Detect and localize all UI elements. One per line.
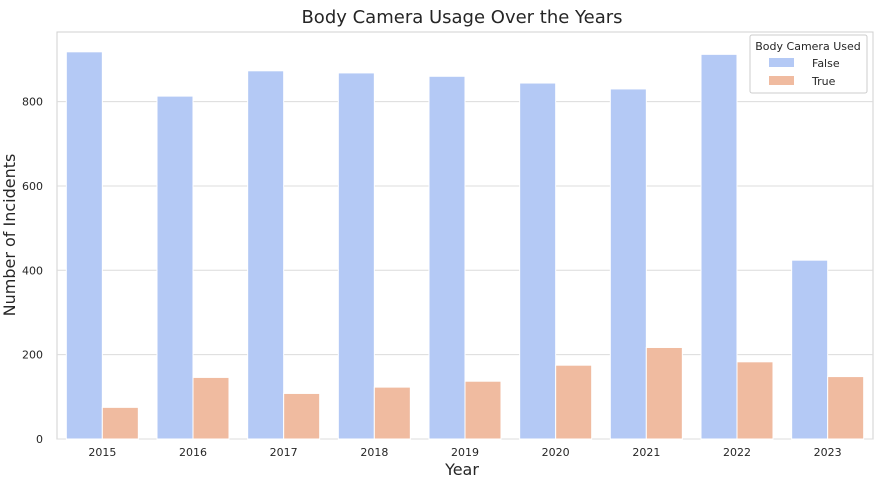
bar-true-2015 xyxy=(101,406,139,440)
y-tick-labels: 0 200 400 600 800 xyxy=(22,96,43,446)
bar-true-2018 xyxy=(373,386,411,440)
y-tick-label: 600 xyxy=(22,180,43,193)
x-tick-label: 2018 xyxy=(360,446,388,459)
x-tick-label: 2022 xyxy=(723,446,751,459)
bar-false-2017 xyxy=(247,70,285,440)
bar-true-2022 xyxy=(736,361,774,440)
bar-false-2022 xyxy=(700,53,738,440)
legend-label-false: False xyxy=(812,57,840,70)
y-tick-label: 400 xyxy=(22,264,43,277)
bar-false-2016 xyxy=(156,95,194,440)
x-tick-label: 2016 xyxy=(179,446,207,459)
bars xyxy=(65,51,865,440)
x-tick-label: 2017 xyxy=(270,446,298,459)
x-tick-label: 2019 xyxy=(451,446,479,459)
bar-false-2021 xyxy=(609,88,647,440)
bar-true-2019 xyxy=(464,380,502,440)
chart-title: Body Camera Usage Over the Years xyxy=(301,7,622,28)
x-tick-label: 2021 xyxy=(632,446,660,459)
bar-false-2019 xyxy=(428,75,466,440)
x-tick-labels: 2015 2016 2017 2018 2019 2020 2021 2022 2023 xyxy=(88,446,841,459)
legend-items: False True xyxy=(769,57,840,88)
bar-false-2015 xyxy=(65,51,103,440)
x-axis-label: Year xyxy=(444,460,479,479)
y-tick-label: 800 xyxy=(22,96,43,109)
y-tick-label: 0 xyxy=(36,433,43,446)
bar-true-2016 xyxy=(192,376,230,440)
bar-false-2020 xyxy=(519,82,557,440)
x-tick-label: 2023 xyxy=(814,446,842,459)
x-tick-label: 2020 xyxy=(542,446,570,459)
legend-title: Body Camera Used xyxy=(755,40,860,53)
legend-swatch-true xyxy=(769,76,794,85)
bar-false-2023 xyxy=(791,259,829,440)
bar-true-2021 xyxy=(645,346,683,440)
legend-label-true: True xyxy=(811,75,836,88)
bar-true-2020 xyxy=(555,364,593,440)
x-tick-label: 2015 xyxy=(88,446,116,459)
legend-swatch-false xyxy=(769,58,794,67)
bar-true-2023 xyxy=(827,376,865,440)
bar-false-2018 xyxy=(337,72,375,440)
bar-true-2017 xyxy=(283,392,321,440)
y-axis-label: Number of Incidents xyxy=(0,154,19,317)
y-tick-label: 200 xyxy=(22,349,43,362)
legend: Body Camera Used False True xyxy=(749,34,868,94)
